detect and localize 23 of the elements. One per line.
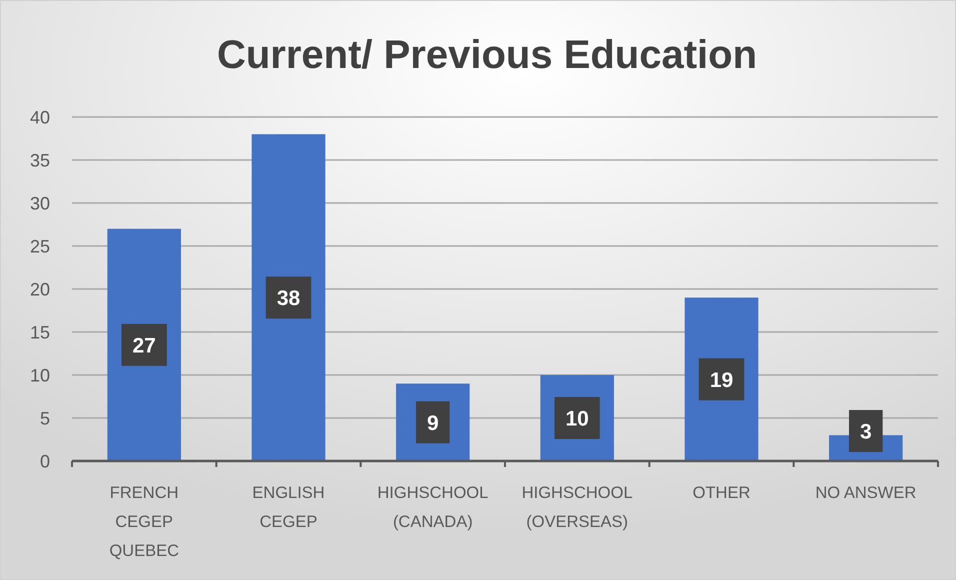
data-label: 9 [426,412,439,435]
y-tick-label: 25 [30,236,50,256]
data-label: 10 [565,408,589,431]
y-tick-label: 5 [40,408,50,428]
data-label: 19 [710,368,734,392]
y-tick-label: 0 [40,451,50,472]
x-tick-label: NO ANSWER [815,484,916,502]
y-tick-label: 15 [30,322,50,342]
data-label: 27 [132,334,156,358]
data-label: 3 [860,420,872,444]
data-label: 38 [276,287,300,310]
y-tick-label: 35 [30,150,50,170]
x-tick-label: HIGHSCHOOL (OVERSEAS) [522,484,633,531]
y-tick-label: 20 [30,279,50,300]
y-tick-label: 40 [30,107,50,128]
bar [252,134,326,461]
x-tick-label: FRENCH CEGEP QUEBEC [109,484,180,560]
x-tick-label: ENGLISH CEGEP [252,484,325,531]
y-tick-label: 10 [30,365,50,386]
y-tick-label: 30 [30,193,50,214]
chart-title: Current/ Previous Education [216,33,758,77]
x-tick-label: OTHER [692,484,750,502]
x-tick-label: HIGHSCHOOL (CANADA) [377,484,488,531]
